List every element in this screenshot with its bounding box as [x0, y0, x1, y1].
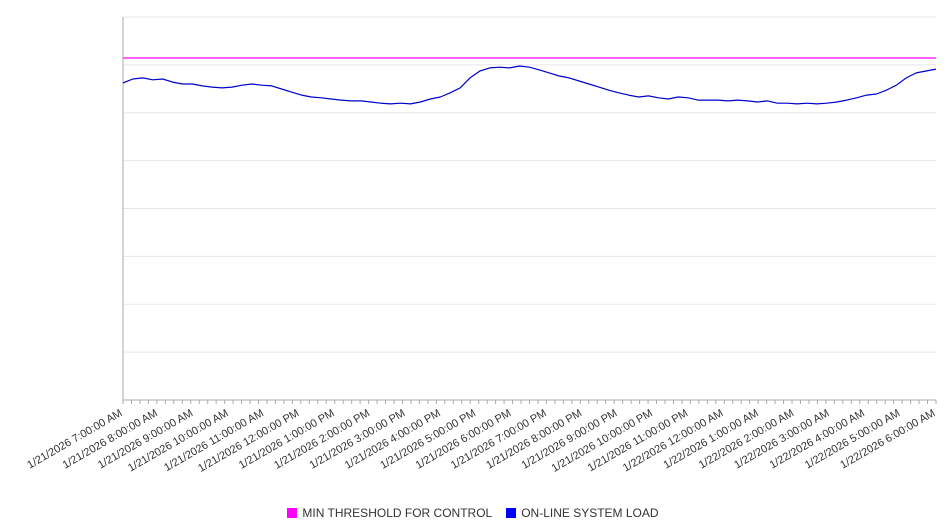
- legend-item-min-threshold[interactable]: MIN THRESHOLD FOR CONTROL: [287, 506, 492, 520]
- legend-item-system-load[interactable]: ON-LINE SYSTEM LOAD: [506, 506, 659, 520]
- chart-legend: MIN THRESHOLD FOR CONTROL ON-LINE SYSTEM…: [0, 506, 946, 520]
- system-load-line: [122, 65, 937, 105]
- legend-label-system-load: ON-LINE SYSTEM LOAD: [521, 506, 659, 520]
- legend-swatch-min-threshold-icon: [287, 508, 298, 518]
- legend-label-min-threshold: MIN THRESHOLD FOR CONTROL: [302, 506, 493, 520]
- legend-swatch-system-load-icon: [506, 508, 517, 518]
